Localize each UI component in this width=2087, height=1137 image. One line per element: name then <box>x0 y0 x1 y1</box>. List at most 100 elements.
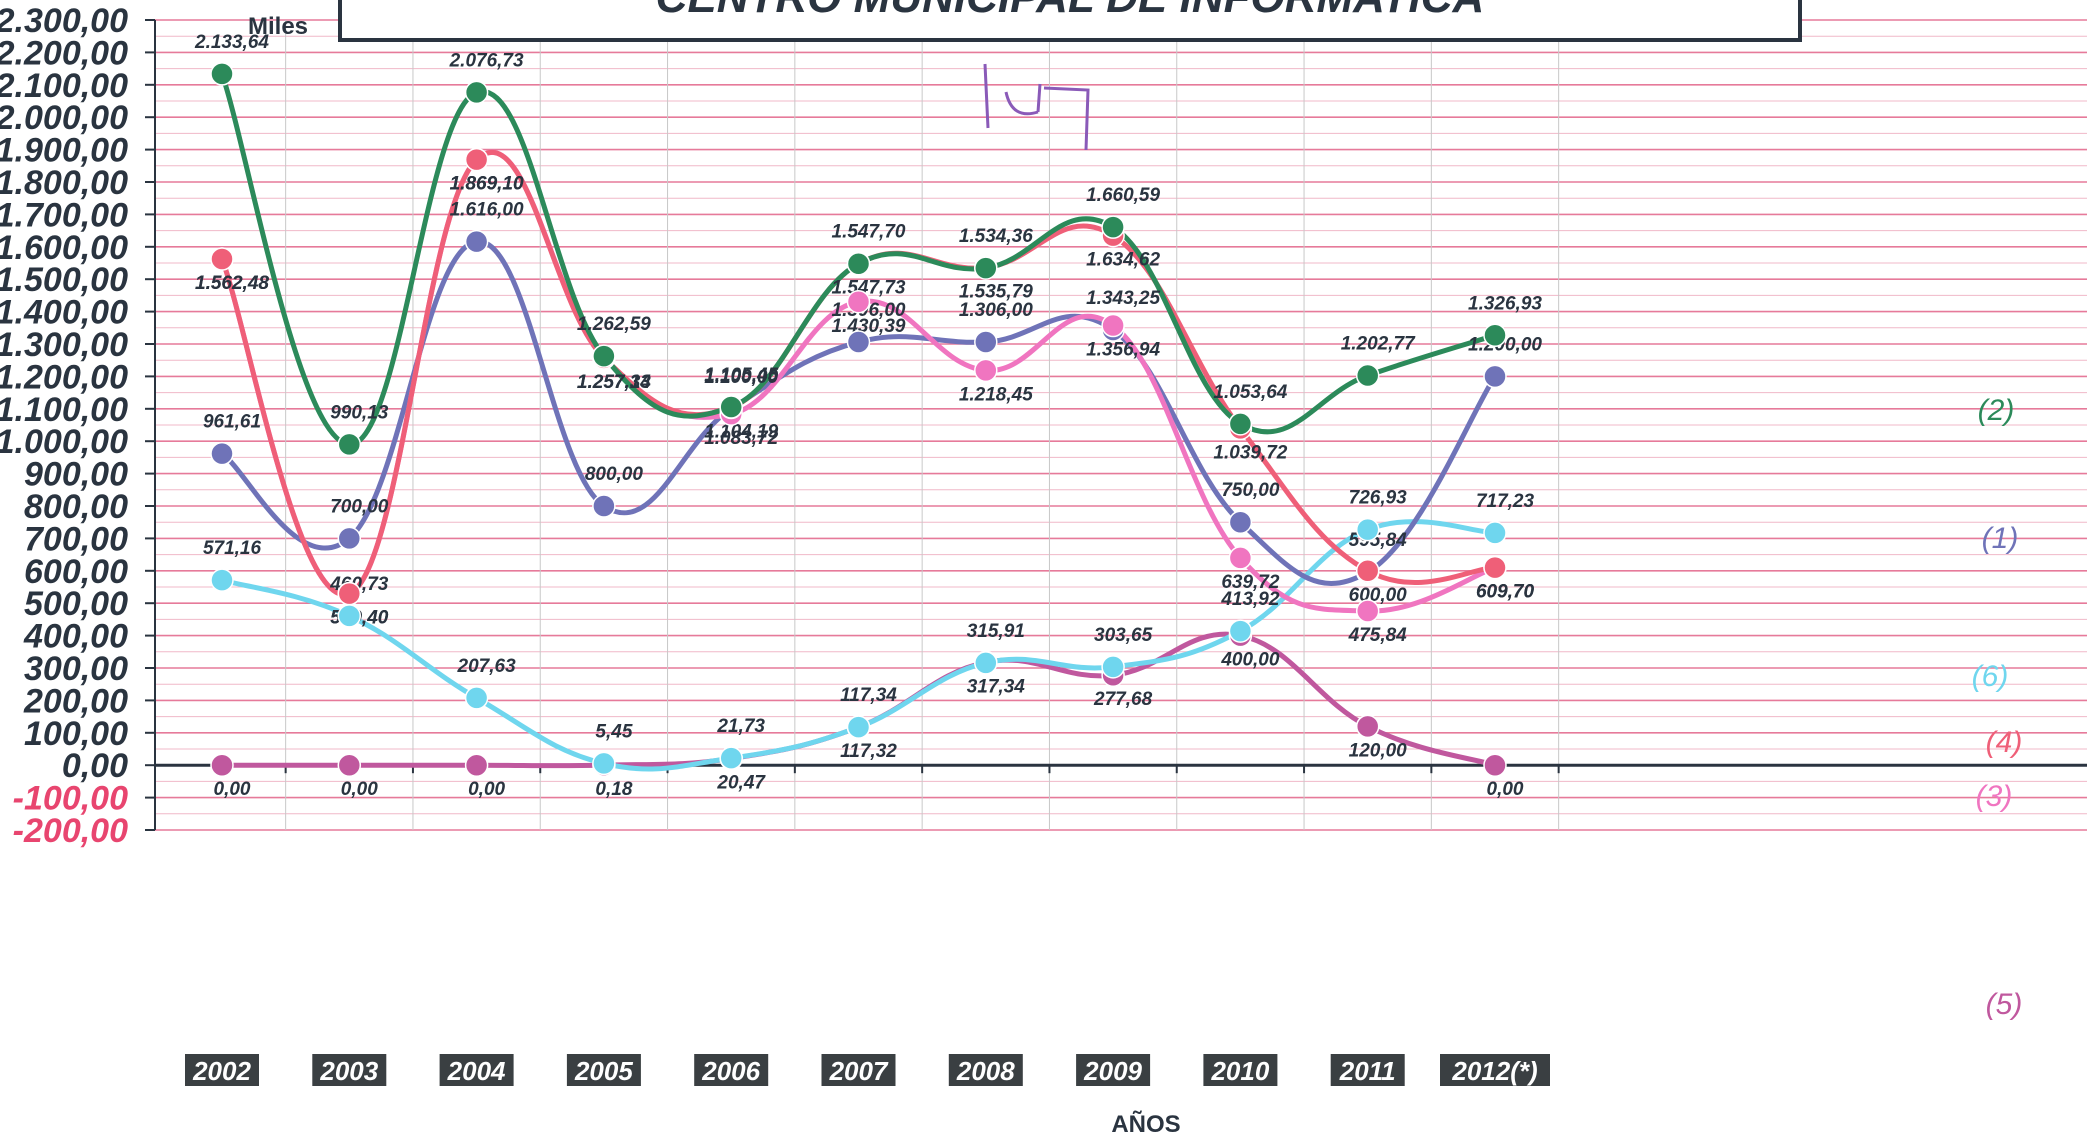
y-tick-label: 1.100,00 <box>0 391 128 429</box>
data-label: 0,18 <box>595 779 632 800</box>
data-label: 21,73 <box>716 716 765 737</box>
data-label: 961,61 <box>203 412 261 433</box>
data-label: 1.039,72 <box>1213 442 1287 463</box>
data-point <box>337 604 362 628</box>
data-point <box>464 80 489 105</box>
y-tick-label: 600,00 <box>24 553 128 591</box>
data-label: 750,00 <box>1221 480 1280 501</box>
data-label: 20,47 <box>716 773 766 794</box>
data-point <box>1355 363 1380 388</box>
data-label: 2.133,64 <box>194 32 269 53</box>
data-label: 0,00 <box>468 779 505 800</box>
data-label: 600,00 <box>1349 585 1408 606</box>
x-tick-box <box>1330 1054 1405 1086</box>
y-tick-label: 1.000,00 <box>0 423 128 461</box>
data-label: 120,00 <box>1349 740 1408 761</box>
data-label: 1.083,72 <box>704 428 778 449</box>
data-point <box>1228 412 1253 436</box>
data-label: 726,93 <box>1349 488 1408 509</box>
data-label: 0,00 <box>341 779 378 800</box>
y-tick-label: 2.000,00 <box>0 99 128 137</box>
data-point <box>846 251 871 276</box>
handwritten-mark <box>983 63 1090 151</box>
data-label: 277,68 <box>1093 689 1153 710</box>
y-tick-label: 1.800,00 <box>0 164 128 202</box>
data-label: 317,34 <box>967 676 1026 697</box>
data-point <box>210 247 234 271</box>
data-label: 315,91 <box>967 621 1025 642</box>
x-tick-box <box>1203 1054 1278 1086</box>
data-point <box>974 651 998 675</box>
data-point <box>719 395 743 419</box>
data-label: 1.202,77 <box>1341 334 1416 355</box>
data-point <box>974 358 998 383</box>
y-tick-label: 1.400,00 <box>0 294 128 332</box>
data-label: 571,16 <box>203 538 262 559</box>
data-label: 1.356,94 <box>1086 340 1160 361</box>
title-frame <box>338 0 1802 42</box>
data-label: 1.869,10 <box>450 174 524 195</box>
y-tick-label: 200,00 <box>23 682 128 720</box>
data-point <box>1101 215 1125 239</box>
y-tick-label: 800,00 <box>24 488 128 526</box>
y-tick-label: 900,00 <box>24 456 128 494</box>
y-tick-label: 300,00 <box>24 650 128 688</box>
data-label: 1.306,00 <box>959 300 1033 321</box>
data-label: 1.534,36 <box>959 226 1033 247</box>
series-marker-label: (6) <box>1972 660 2009 693</box>
series-marker-label: (3) <box>1976 780 2013 813</box>
data-label: 1.053,64 <box>1213 382 1287 403</box>
data-point <box>974 330 998 354</box>
x-tick-label: 2002 <box>192 1056 251 1086</box>
x-tick-box <box>566 1054 641 1086</box>
data-point <box>464 753 489 777</box>
series-markers-layer: (1) (2) (3) (4) (5) (6) <box>210 62 2022 1021</box>
data-label: 1.326,93 <box>1468 293 1542 314</box>
x-tick-label: 2010 <box>1210 1056 1269 1086</box>
x-tick-label: 2004 <box>447 1056 506 1086</box>
data-point <box>337 432 362 457</box>
data-point <box>719 746 743 770</box>
data-point <box>592 751 616 776</box>
data-label: 1.100,00 <box>704 367 778 388</box>
data-point <box>1228 510 1253 534</box>
y-tick-label: 1.500,00 <box>0 261 128 299</box>
data-label: 990,13 <box>330 402 389 423</box>
data-label: 1.262,59 <box>577 314 651 335</box>
data-point <box>1101 655 1125 679</box>
x-tick-box <box>948 1054 1023 1086</box>
y-tick-label: 2.300,00 <box>0 2 128 40</box>
data-label: 609,70 <box>1476 582 1535 603</box>
data-label: 717,23 <box>1476 491 1535 512</box>
x-tick-label: 2008 <box>956 1056 1015 1086</box>
horizontal-gridlines <box>155 19 2087 831</box>
data-point <box>337 753 362 777</box>
data-label: 1.218,45 <box>959 384 1033 405</box>
handwritten-note <box>983 63 1090 151</box>
data-label: 0,00 <box>214 779 251 800</box>
data-point <box>1483 323 1507 348</box>
y-tick-label: -200,00 <box>13 812 128 850</box>
data-point <box>1355 599 1380 623</box>
data-point <box>846 715 871 739</box>
data-label: 117,32 <box>840 741 897 762</box>
data-label: 1.660,59 <box>1086 185 1160 206</box>
data-point <box>210 62 234 86</box>
data-label: 1.104,19 <box>704 421 778 442</box>
chart-title-box: CENTRO MUNICIPAL DE INFORMATICA <box>338 0 1802 42</box>
x-tick-label: 2006 <box>701 1056 760 1086</box>
data-label: 303,65 <box>1094 625 1153 646</box>
data-label: 475,84 <box>1348 625 1408 646</box>
data-point <box>846 330 871 354</box>
data-label: 639,72 <box>1221 572 1280 593</box>
x-tick-box <box>694 1054 769 1086</box>
data-label: 1.105,45 <box>704 365 778 386</box>
x-tick-box <box>185 1054 259 1086</box>
data-point <box>1483 521 1507 545</box>
data-point <box>846 290 871 314</box>
x-tick-box <box>312 1054 387 1086</box>
data-point <box>1101 313 1125 338</box>
x-tick-label: 2011 <box>1339 1056 1396 1086</box>
series-marker-label: (2) <box>1978 394 2015 427</box>
x-axis-title: AÑOS <box>1111 1110 1180 1137</box>
